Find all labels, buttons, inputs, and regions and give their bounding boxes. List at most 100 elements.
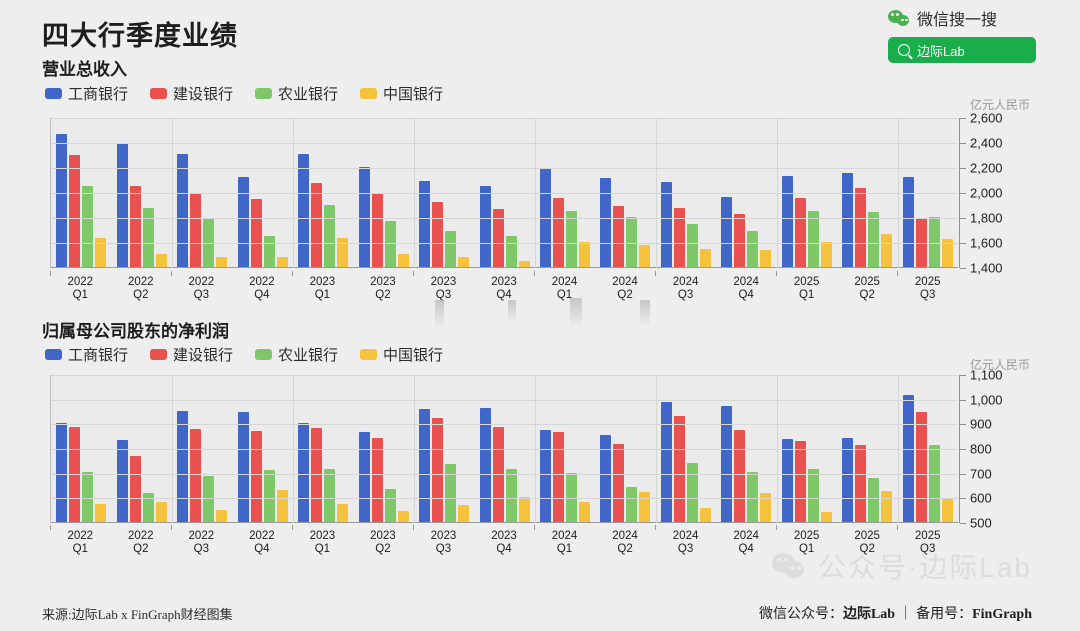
bar-建设银行[interactable] xyxy=(371,438,383,523)
bar-中国银行[interactable] xyxy=(578,501,590,523)
bar-中国银行[interactable] xyxy=(397,511,409,523)
bar-建设银行[interactable] xyxy=(915,411,927,523)
bar-工商银行[interactable] xyxy=(479,185,491,268)
bar-工商银行[interactable] xyxy=(842,173,854,268)
bar-中国银行[interactable] xyxy=(881,490,893,523)
legend-item-建设银行[interactable]: 建设银行 xyxy=(150,83,233,104)
bar-工商银行[interactable] xyxy=(781,438,793,523)
bar-中国银行[interactable] xyxy=(639,491,651,523)
bar-中国银行[interactable] xyxy=(699,508,711,523)
bar-中国银行[interactable] xyxy=(941,498,953,523)
legend-item-农业银行[interactable]: 农业银行 xyxy=(255,83,338,104)
bar-工商银行[interactable] xyxy=(56,133,68,268)
bar-工商银行[interactable] xyxy=(419,408,431,523)
bar-农业银行[interactable] xyxy=(747,230,759,268)
bar-建设银行[interactable] xyxy=(794,198,806,268)
bar-中国银行[interactable] xyxy=(760,249,772,268)
bar-建设银行[interactable] xyxy=(190,193,202,268)
bar-工商银行[interactable] xyxy=(116,143,128,268)
bar-农业银行[interactable] xyxy=(384,220,396,268)
bar-建设银行[interactable] xyxy=(855,444,867,523)
bar-建设银行[interactable] xyxy=(371,193,383,268)
bar-建设银行[interactable] xyxy=(311,427,323,523)
bar-工商银行[interactable] xyxy=(56,422,68,523)
bar-农业银行[interactable] xyxy=(868,212,880,268)
bar-农业银行[interactable] xyxy=(203,476,215,523)
bar-工商银行[interactable] xyxy=(660,181,672,268)
wechat-search-badge[interactable]: 微信搜一搜 边际Lab xyxy=(888,6,1036,63)
legend-item-中国银行[interactable]: 中国银行 xyxy=(360,344,443,365)
bar-农业银行[interactable] xyxy=(747,472,759,523)
bar-中国银行[interactable] xyxy=(155,502,167,523)
bar-农业银行[interactable] xyxy=(686,224,698,268)
bar-农业银行[interactable] xyxy=(445,464,457,523)
bar-中国银行[interactable] xyxy=(699,249,711,268)
bar-中国银行[interactable] xyxy=(820,242,832,268)
bar-农业银行[interactable] xyxy=(445,230,457,268)
bar-中国银行[interactable] xyxy=(337,238,349,268)
bar-工商银行[interactable] xyxy=(902,176,914,268)
bar-农业银行[interactable] xyxy=(82,471,94,523)
bar-中国银行[interactable] xyxy=(881,234,893,268)
bar-工商银行[interactable] xyxy=(358,432,370,523)
bar-建设银行[interactable] xyxy=(552,432,564,523)
bar-工商银行[interactable] xyxy=(902,394,914,523)
bar-建设银行[interactable] xyxy=(855,188,867,268)
bar-农业银行[interactable] xyxy=(82,186,94,268)
bar-建设银行[interactable] xyxy=(432,201,444,268)
legend-item-建设银行[interactable]: 建设银行 xyxy=(150,344,233,365)
bar-中国银行[interactable] xyxy=(820,512,832,523)
bar-农业银行[interactable] xyxy=(565,211,577,268)
bar-工商银行[interactable] xyxy=(358,166,370,268)
bar-农业银行[interactable] xyxy=(142,493,154,523)
bar-建设银行[interactable] xyxy=(734,214,746,268)
bar-农业银行[interactable] xyxy=(505,236,517,268)
bar-农业银行[interactable] xyxy=(928,445,940,523)
bar-工商银行[interactable] xyxy=(600,178,612,268)
bar-农业银行[interactable] xyxy=(142,208,154,268)
bar-建设银行[interactable] xyxy=(613,444,625,523)
bar-中国银行[interactable] xyxy=(458,504,470,523)
bar-建设银行[interactable] xyxy=(492,427,504,523)
bar-中国银行[interactable] xyxy=(95,503,107,523)
legend-item-中国银行[interactable]: 中国银行 xyxy=(360,83,443,104)
bar-建设银行[interactable] xyxy=(794,440,806,523)
bar-中国银行[interactable] xyxy=(941,239,953,268)
bar-农业银行[interactable] xyxy=(807,211,819,268)
bar-建设银行[interactable] xyxy=(129,455,141,523)
bar-中国银行[interactable] xyxy=(155,254,167,268)
bar-农业银行[interactable] xyxy=(928,216,940,268)
bar-中国银行[interactable] xyxy=(639,244,651,268)
bar-农业银行[interactable] xyxy=(626,486,638,523)
bar-建设银行[interactable] xyxy=(613,205,625,268)
bar-中国银行[interactable] xyxy=(276,256,288,268)
bar-建设银行[interactable] xyxy=(552,198,564,268)
wechat-search-box[interactable]: 边际Lab xyxy=(888,37,1036,63)
bar-农业银行[interactable] xyxy=(263,235,275,268)
bar-农业银行[interactable] xyxy=(868,478,880,523)
legend-item-工商银行[interactable]: 工商银行 xyxy=(45,83,128,104)
bar-建设银行[interactable] xyxy=(311,183,323,268)
bar-中国银行[interactable] xyxy=(518,261,530,268)
bar-工商银行[interactable] xyxy=(298,422,310,523)
bar-建设银行[interactable] xyxy=(673,208,685,268)
bar-工商银行[interactable] xyxy=(660,402,672,523)
bar-农业银行[interactable] xyxy=(263,469,275,523)
bar-农业银行[interactable] xyxy=(686,463,698,523)
bar-建设银行[interactable] xyxy=(673,415,685,523)
bar-建设银行[interactable] xyxy=(250,431,262,523)
bar-中国银行[interactable] xyxy=(216,257,228,268)
bar-中国银行[interactable] xyxy=(760,493,772,523)
bar-中国银行[interactable] xyxy=(337,504,349,523)
bar-建设银行[interactable] xyxy=(69,154,81,268)
bar-建设银行[interactable] xyxy=(69,427,81,523)
bar-工商银行[interactable] xyxy=(600,435,612,523)
bar-工商银行[interactable] xyxy=(237,176,249,268)
bar-工商银行[interactable] xyxy=(177,154,189,268)
legend-item-工商银行[interactable]: 工商银行 xyxy=(45,344,128,365)
bar-工商银行[interactable] xyxy=(781,175,793,268)
bar-建设银行[interactable] xyxy=(492,208,504,268)
bar-工商银行[interactable] xyxy=(721,196,733,268)
bar-中国银行[interactable] xyxy=(95,238,107,268)
bar-工商银行[interactable] xyxy=(479,408,491,523)
